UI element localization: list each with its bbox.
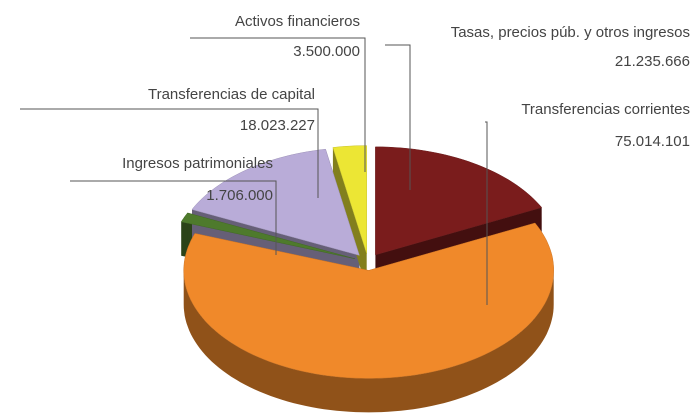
- slice-label: Transferencias de capital: [148, 86, 315, 103]
- slice: [183, 222, 554, 379]
- leader-line: [70, 180, 277, 255]
- leader-line: [385, 44, 411, 190]
- slice-wall: [183, 270, 554, 413]
- leader-line: [485, 121, 488, 305]
- slice: [375, 146, 543, 256]
- value-label: 1.706.000: [206, 187, 273, 204]
- slice-label: Ingresos patrimoniales: [122, 155, 273, 172]
- value-label: 18.023.227: [240, 117, 315, 134]
- slice-label: Tasas, precios púb. y otros ingresos: [451, 24, 690, 41]
- slice: [180, 212, 356, 260]
- value-label: 21.235.666: [615, 53, 690, 70]
- value-label: 3.500.000: [293, 43, 360, 60]
- leader-line: [190, 37, 366, 172]
- leader-line: [20, 108, 319, 198]
- slice-label: Transferencias corrientes: [521, 101, 690, 118]
- value-label: 75.014.101: [615, 133, 690, 150]
- slice-label: Activos financieros: [235, 13, 360, 30]
